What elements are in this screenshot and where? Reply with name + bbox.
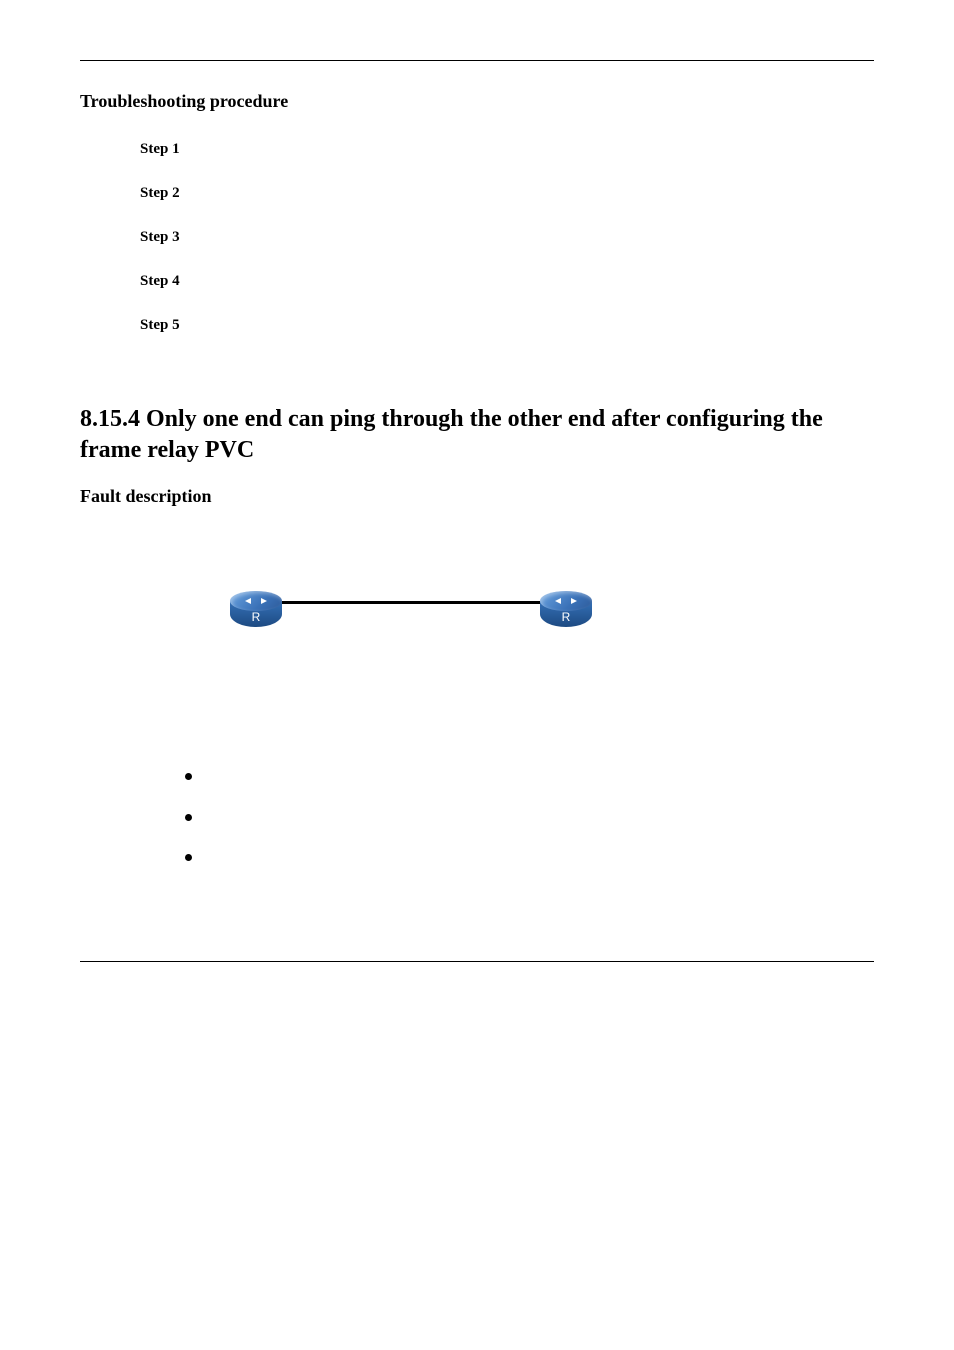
bullet-icon [185, 814, 192, 821]
step-row: Step 1 Check whether the physical layer … [140, 140, 874, 158]
step-text: Check whether the physical layer is conf… [184, 141, 760, 157]
step-text: Check whether the cable is connected pro… [184, 185, 468, 201]
router-letter: R [252, 610, 261, 624]
router-name-b: Device2 [526, 643, 606, 659]
step-row: Step 4 Check whether the frame relay enc… [140, 272, 874, 290]
step-text: Check whether the local management inter… [184, 317, 657, 333]
step-row: Step 5 Check whether the local managemen… [140, 316, 874, 334]
router-icon: R [540, 591, 592, 637]
footer-left: Inspur [80, 968, 113, 984]
step-label: Step 1 [140, 141, 180, 157]
footer-right: 8-29 [850, 968, 874, 984]
step-text: Check whether the frame relay encapsulat… [184, 273, 622, 289]
step-row: Step 2 Check whether the cable is connec… [140, 184, 874, 202]
router-icon: R [230, 591, 282, 637]
link-line [282, 601, 540, 604]
step-row: Step 3 Check whether the clock is config… [140, 228, 874, 246]
bullet-text: The interface type at the Device1 side i… [210, 767, 686, 790]
step-label: Step 4 [140, 273, 180, 289]
bullet-text: The interface type at the Device2 side i… [210, 808, 685, 831]
figure-caption: Figure 8-15 Frame relay back-to-back net… [140, 535, 874, 551]
fault-description-heading: Fault description [80, 486, 874, 507]
bullet-item: The interface type at the Device2 side i… [185, 808, 874, 831]
step-label: Step 3 [140, 229, 180, 245]
step-label: Step 2 [140, 185, 180, 201]
troubleshooting-heading: Troubleshooting procedure [80, 91, 874, 112]
bullet-item: Both ends use the static address mapping… [185, 848, 874, 871]
bullet-icon [185, 854, 192, 861]
figure: R R Device1 Device2 [140, 591, 874, 681]
page-footer: Inspur 8-29 [80, 968, 874, 984]
bullet-item: The interface type at the Device1 side i… [185, 767, 874, 790]
section-heading: 8.15.4 Only one end can ping through the… [80, 404, 874, 466]
router-letter: R [562, 610, 571, 624]
bullet-list: The interface type at the Device1 side i… [185, 767, 874, 871]
router-name-a: Device1 [216, 643, 296, 659]
steps-list: Step 1 Check whether the physical layer … [140, 140, 874, 334]
step-label: Step 5 [140, 317, 180, 333]
step-text: Check whether the clock is configured co… [184, 229, 635, 245]
bullet-text: Both ends use the static address mapping… [210, 848, 460, 871]
bullet-icon [185, 773, 192, 780]
intro-paragraph: Device1 and Device2 are connected back t… [140, 711, 874, 759]
